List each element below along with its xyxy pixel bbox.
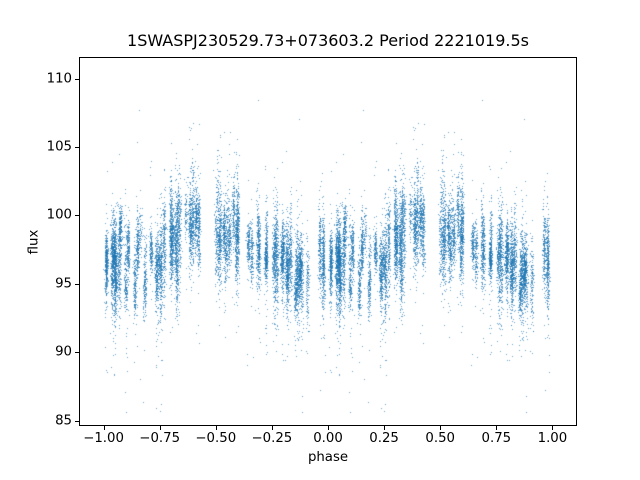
x-axis-label: phase xyxy=(307,450,349,465)
y-tick-label: 90 xyxy=(55,344,72,360)
x-tick-mark xyxy=(384,426,386,430)
x-tick-label: 0.00 xyxy=(313,431,343,446)
axes: 1SWASPJ230529.73+073603.2 Period 2221019… xyxy=(27,31,577,465)
x-tick-mark xyxy=(552,426,554,430)
x-tick-label: 1.00 xyxy=(537,431,568,446)
chart-title: 1SWASPJ230529.73+073603.2 Period 2221019… xyxy=(127,31,529,50)
x-tick-label: −0.25 xyxy=(251,431,293,446)
y-tick-label: 95 xyxy=(55,276,72,292)
y-tick-mark xyxy=(75,147,79,148)
scatter-plot-canvas xyxy=(80,58,576,425)
x-tick-label: −0.50 xyxy=(195,431,237,446)
y-tick-mark xyxy=(75,215,79,217)
x-tick-label: 0.25 xyxy=(369,431,399,446)
x-tick-label: −0.75 xyxy=(139,431,181,446)
y-tick-mark xyxy=(75,78,79,80)
y-tick-label: 105 xyxy=(46,139,72,155)
x-tick-mark xyxy=(496,426,498,430)
x-tick-mark xyxy=(159,426,161,430)
x-tick-label: 0.75 xyxy=(481,431,512,446)
x-tick-mark xyxy=(328,426,329,430)
y-axis-label: flux xyxy=(26,229,42,254)
x-tick-label: 0.50 xyxy=(425,431,456,446)
y-tick-label: 110 xyxy=(46,71,72,87)
y-tick-mark xyxy=(75,420,79,422)
y-tick-label: 100 xyxy=(46,207,72,223)
x-tick-mark xyxy=(271,426,273,430)
x-tick-mark xyxy=(440,426,442,430)
x-tick-mark xyxy=(103,426,105,430)
y-tick-mark xyxy=(75,352,79,354)
x-tick-mark xyxy=(215,426,217,430)
x-tick-label: −1.00 xyxy=(83,431,124,446)
y-tick-label: 85 xyxy=(55,413,72,429)
y-tick-mark xyxy=(75,283,79,285)
